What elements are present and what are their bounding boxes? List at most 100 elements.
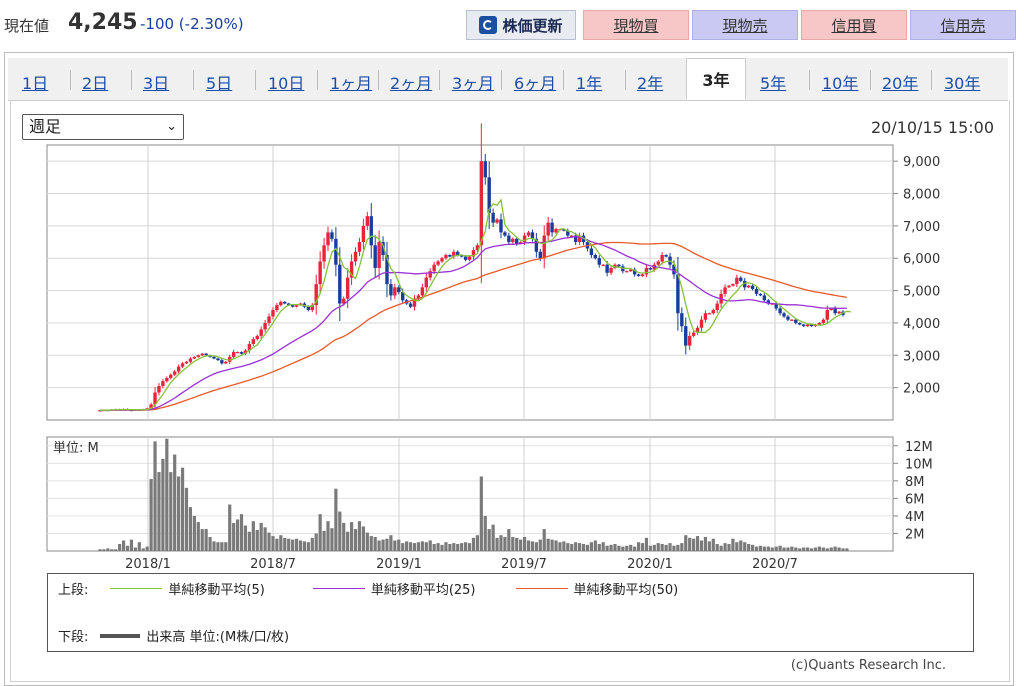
volume-bar bbox=[809, 548, 814, 551]
candle-body bbox=[192, 356, 197, 359]
candle-body bbox=[530, 232, 535, 239]
volume-bar bbox=[228, 504, 232, 551]
margin-buy-button[interactable]: 信用買 bbox=[801, 10, 907, 40]
volume-bar bbox=[393, 540, 397, 551]
candle-body bbox=[695, 327, 700, 333]
volume-bar bbox=[208, 536, 212, 551]
volume-bar bbox=[381, 539, 385, 551]
volume-tick-label: 12M bbox=[905, 440, 933, 455]
chart-legend: 上段: 単純移動平均(5) 単純移動平均(25) 単純移動平均(50) 下段: … bbox=[47, 573, 974, 652]
price-tick-label: 7,000 bbox=[903, 220, 940, 235]
candle-body bbox=[239, 352, 244, 354]
volume-bar bbox=[283, 537, 287, 551]
volume-bar bbox=[287, 538, 291, 551]
tab-11[interactable]: 3年 bbox=[686, 58, 746, 100]
candle-body bbox=[216, 358, 220, 361]
price-tick-label: 5,000 bbox=[903, 285, 940, 300]
cash-sell-button[interactable]: 現物売 bbox=[692, 10, 798, 40]
tab-9[interactable]: 1年 bbox=[576, 74, 603, 93]
candle-body bbox=[644, 267, 649, 275]
volume-bar bbox=[707, 541, 711, 551]
volume-bar bbox=[314, 533, 318, 551]
volume-bar bbox=[833, 546, 837, 551]
tab-7[interactable]: 3ヶ月 bbox=[452, 74, 495, 93]
candle-body bbox=[566, 230, 570, 236]
tab-4[interactable]: 10日 bbox=[268, 74, 305, 93]
tab-1[interactable]: 2日 bbox=[82, 74, 109, 93]
tab-5[interactable]: 1ヶ月 bbox=[330, 74, 373, 93]
candle-body bbox=[542, 235, 546, 259]
volume-bar bbox=[165, 438, 169, 551]
tab-2[interactable]: 3日 bbox=[143, 74, 170, 93]
margin-sell-button[interactable]: 信用売 bbox=[910, 10, 1016, 40]
tab-separator bbox=[563, 70, 564, 90]
volume-bar bbox=[440, 544, 444, 551]
candle-body bbox=[334, 238, 338, 265]
legend-upper-label: 上段: bbox=[58, 583, 89, 598]
candle-body bbox=[754, 288, 759, 294]
volume-bar bbox=[711, 538, 715, 551]
volume-bar bbox=[613, 543, 617, 551]
volume-bar bbox=[98, 549, 102, 551]
volume-bar bbox=[196, 522, 200, 551]
candle-body bbox=[479, 161, 484, 246]
volume-bar bbox=[239, 514, 244, 551]
volume-bar bbox=[487, 529, 491, 551]
candle-body bbox=[420, 287, 425, 296]
volume-bar bbox=[723, 543, 727, 551]
volume-bar bbox=[235, 519, 240, 551]
volume-bar bbox=[184, 487, 189, 551]
volume-bar bbox=[389, 535, 393, 551]
tab-12[interactable]: 5年 bbox=[760, 74, 787, 93]
candle-body bbox=[408, 303, 413, 307]
candle-body bbox=[640, 274, 645, 277]
tab-13[interactable]: 10年 bbox=[822, 74, 859, 93]
candle-body bbox=[322, 245, 326, 262]
candle-body bbox=[739, 277, 743, 281]
candle-body bbox=[290, 305, 295, 307]
candle-body bbox=[546, 222, 550, 236]
volume-bar bbox=[778, 545, 782, 551]
candle-body bbox=[369, 216, 373, 246]
volume-bar bbox=[330, 528, 334, 551]
tab-0[interactable]: 1日 bbox=[22, 74, 49, 93]
candle-body bbox=[220, 360, 224, 364]
candle-body bbox=[573, 235, 578, 243]
volume-bar bbox=[326, 521, 330, 551]
volume-bar bbox=[180, 467, 185, 551]
tab-14[interactable]: 20年 bbox=[882, 74, 919, 93]
volume-bar bbox=[369, 536, 373, 551]
tab-8[interactable]: 6ヶ月 bbox=[514, 74, 557, 93]
candle-body bbox=[267, 316, 271, 323]
tab-15[interactable]: 30年 bbox=[944, 74, 981, 93]
tab-separator bbox=[131, 70, 132, 90]
volume-bar bbox=[483, 515, 487, 551]
candle-body bbox=[463, 256, 468, 260]
candle-body bbox=[660, 255, 664, 262]
tab-10[interactable]: 2年 bbox=[637, 74, 664, 93]
candle-body bbox=[279, 301, 283, 306]
candle-body bbox=[235, 352, 240, 354]
refresh-price-button[interactable]: 株価更新 bbox=[466, 10, 576, 40]
cash-buy-button[interactable]: 現物買 bbox=[583, 10, 689, 40]
candle-body bbox=[448, 255, 452, 257]
volume-tick-label: 2M bbox=[905, 527, 925, 542]
interval-select[interactable]: 週足 ⌄ bbox=[22, 114, 184, 140]
volume-bar bbox=[747, 543, 751, 551]
candle-body bbox=[471, 250, 476, 257]
volume-bar bbox=[342, 522, 346, 551]
price-tick-label: 2,000 bbox=[903, 382, 940, 397]
tab-6[interactable]: 2ヶ月 bbox=[390, 74, 433, 93]
volume-bar bbox=[220, 542, 224, 551]
volume-bar bbox=[436, 543, 440, 551]
candle-body bbox=[786, 316, 790, 320]
ma5-line bbox=[99, 198, 851, 411]
volume-bar bbox=[597, 543, 601, 551]
volume-bar bbox=[625, 545, 629, 551]
candle-body bbox=[629, 269, 633, 272]
legend-ma50-swatch bbox=[515, 588, 568, 589]
tab-3[interactable]: 5日 bbox=[206, 74, 233, 93]
tab-separator bbox=[193, 70, 194, 90]
volume-bar bbox=[692, 538, 696, 551]
volume-bar bbox=[825, 548, 829, 551]
